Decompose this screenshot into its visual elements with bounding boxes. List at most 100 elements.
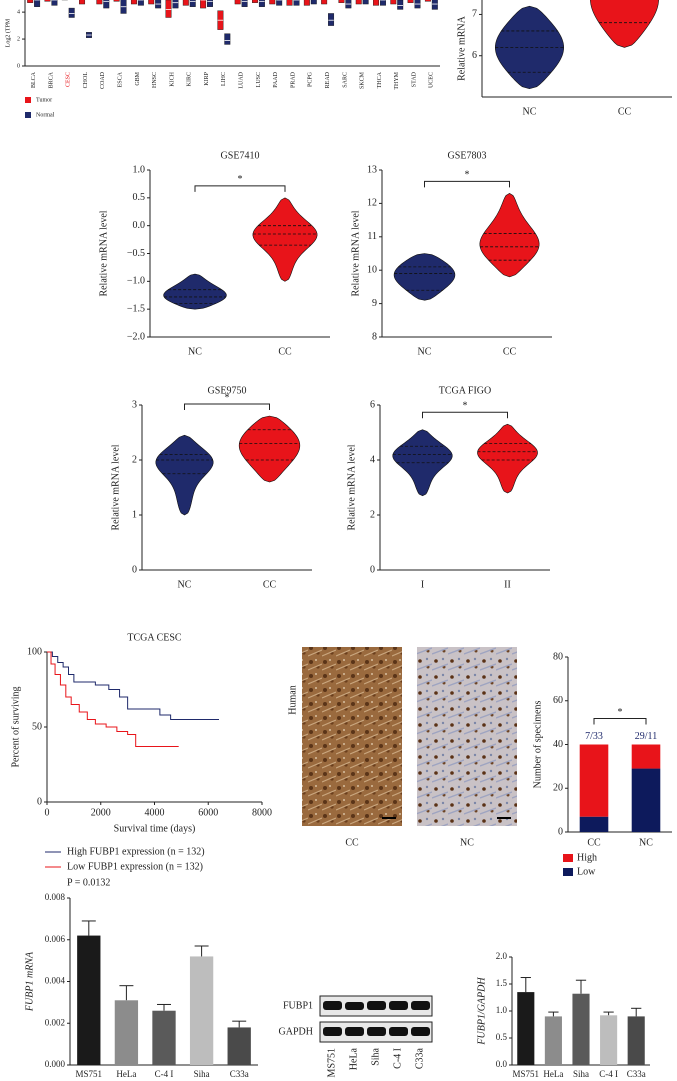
box — [362, 0, 369, 5]
box — [165, 0, 172, 18]
x-tick-label: 8000 — [252, 807, 272, 818]
box — [148, 0, 155, 5]
violin — [590, 0, 659, 48]
y-tick-label: 10 — [367, 264, 377, 275]
box — [252, 0, 258, 3]
significance-bracket — [194, 185, 286, 192]
survival-curve — [47, 651, 219, 720]
box — [293, 0, 300, 6]
blot-label: FUBP1 — [283, 1000, 313, 1011]
x-tick-label: NC — [418, 346, 432, 357]
bar — [152, 1010, 176, 1065]
significance-label: * — [618, 707, 623, 718]
y-tick-label: 0 — [558, 826, 563, 837]
chart: 0.0 0.5 1.0 1.5 2.0 FUBP1/GAPDH MS751 HeLa Siha C… — [476, 951, 650, 1079]
x-tick-label: UCEC — [429, 72, 435, 88]
bar — [544, 1016, 562, 1065]
box — [310, 0, 317, 5]
y-tick-label: 50 — [32, 721, 42, 732]
y-tick-label: 13 — [367, 164, 377, 175]
box — [182, 0, 189, 6]
x-tick-label: Siha — [194, 1069, 210, 1079]
box — [276, 0, 283, 6]
x-tick-label: HNSC — [152, 72, 158, 88]
chart: 6 7 Relative mRNA NC CC — [456, 0, 672, 117]
box — [373, 0, 379, 6]
y-tick-label: 0.002 — [45, 1017, 65, 1027]
bar — [627, 1016, 645, 1065]
x-tick-label: PRAD — [290, 71, 296, 88]
x-tick-label: MS751 — [513, 1069, 540, 1079]
y-tick-label: 80 — [553, 651, 563, 662]
x-tick-label: BRCA — [48, 71, 54, 88]
y-tick-label: 0.5 — [133, 192, 146, 203]
legend-swatch — [563, 868, 573, 876]
y-tick-label: 2 — [132, 454, 137, 465]
y-tick-label: 1 — [132, 509, 137, 520]
plot-area — [27, 0, 438, 45]
chart: 0 20 40 60 80 Number of specimens 7/33 CC 29/11 N… — [532, 651, 672, 877]
box — [431, 0, 438, 10]
y-tick-label: 2 — [370, 509, 375, 520]
y-tick-label: 4 — [17, 9, 20, 15]
box — [303, 0, 310, 6]
box — [328, 13, 335, 26]
box — [321, 0, 328, 5]
box — [96, 0, 103, 5]
x-tick-label: CC — [263, 579, 277, 590]
legend-label: High FUBP1 expression (n = 132) — [67, 846, 205, 857]
lane-label: C-4 I — [392, 1048, 403, 1069]
y-tick-label: 2 — [17, 36, 20, 42]
violin — [479, 193, 540, 278]
y-tick-label: 12 — [367, 198, 377, 209]
column-label: NC — [460, 837, 474, 848]
y-tick-label: 6 — [472, 50, 477, 61]
x-tick-label: LUAD — [239, 71, 245, 88]
chart-title: GSE7410 — [221, 150, 260, 161]
legend-label: Normal — [36, 112, 55, 118]
violin — [393, 253, 456, 301]
y-tick-label: 3 — [132, 399, 137, 410]
box — [379, 0, 386, 6]
x-tick-label: PAAD — [273, 71, 279, 87]
box — [269, 0, 276, 5]
y-tick-label: 0.008 — [45, 892, 66, 902]
bar — [189, 956, 214, 1065]
significance-label: * — [238, 174, 243, 185]
x-tick-label: Siha — [573, 1069, 589, 1079]
x-tick-label: NC — [178, 579, 192, 590]
x-tick-label: C33a — [627, 1069, 646, 1079]
y-tick-label: 60 — [553, 695, 563, 706]
chart-title: GSE7803 — [448, 150, 487, 161]
box — [103, 0, 110, 9]
y-axis-label: Relative mRNA level — [98, 210, 109, 296]
x-tick-label: THYM — [394, 71, 400, 89]
chart-title: TCGA CESC — [127, 632, 182, 643]
x-tick-label: READ — [325, 71, 331, 88]
y-tick-label: 0.0 — [133, 220, 146, 231]
chart-title: GSE9750 — [208, 385, 247, 396]
chart: 0 50 100 Percent of surviving TCGA CESC 0 2000… — [10, 632, 272, 888]
x-tick-label: BLCA — [31, 71, 37, 88]
y-tick-label: 0.5 — [496, 1032, 508, 1042]
bar — [572, 993, 590, 1065]
chart-title: TCGA FIGO — [439, 385, 492, 396]
significance-bracket — [184, 403, 270, 410]
column-label: CC — [345, 837, 359, 848]
x-tick-label: NC — [188, 346, 202, 357]
y-tick-label: 0.000 — [45, 1059, 66, 1069]
x-tick-label: GBM — [135, 71, 141, 85]
x-tick-label: MS751 — [76, 1069, 103, 1079]
survival-curve — [47, 651, 179, 747]
bar — [114, 1000, 139, 1065]
chart: 0 1 2 3 Relative mRNA level GSE9750 NC CC * — [110, 385, 312, 590]
legend-label: High — [577, 852, 597, 863]
significance-bracket — [593, 718, 647, 725]
x-tick-label: I — [421, 579, 424, 590]
box — [224, 33, 231, 45]
y-axis-label: Relative mRNA level — [346, 444, 357, 530]
box — [68, 7, 75, 18]
box — [44, 0, 51, 2]
box — [172, 0, 179, 9]
